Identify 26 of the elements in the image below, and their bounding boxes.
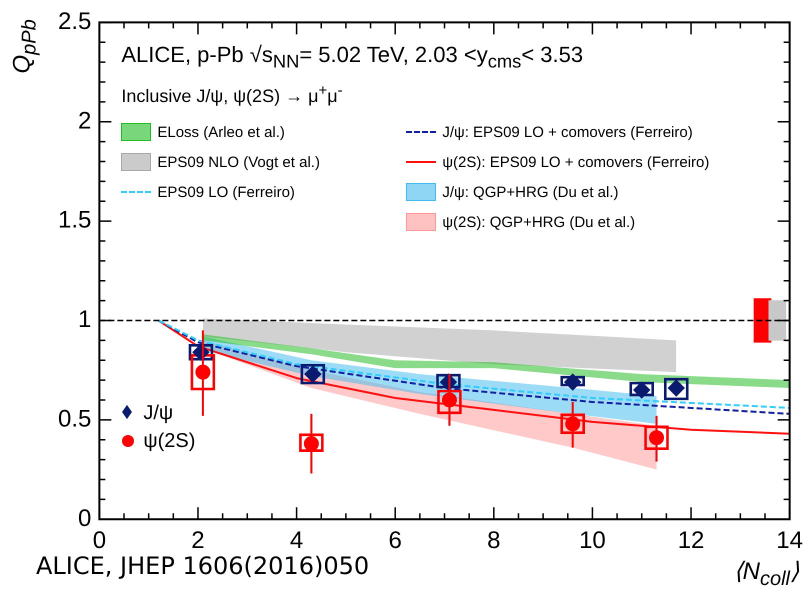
x-tick-label: 14 [776,527,804,554]
x-tick-label: 10 [579,527,606,554]
legend-label: ψ(2S): QGP+HRG (Du et al.) [442,214,636,231]
x-axis-title: ⟨N$_{coll}$⟩ [734,557,799,591]
y-tick-label: 2 [78,107,92,134]
x-tick-label: 12 [678,527,704,554]
y-tick-label: 2.5 [58,8,92,36]
x-tick-label: 8 [487,527,500,554]
legend-label: EPS09 NLO (Vogt et al.) [157,154,320,171]
legend-label: J/ψ [143,402,174,425]
text: ALICE, JHEP 1606(2016)050 [36,552,370,580]
text: Inclusive J/ψ, ψ(2S) → μ$^{+}$μ$^{-}$ [121,82,343,108]
legend-label: ψ(2S) [143,430,196,453]
text: ALICE, p-Pb √s$_{NN}$= 5.02 TeV, 2.03 <y$_{cms}$< 3.53 [121,42,584,73]
legend-label: EPS09 LO (Ferreiro) [157,184,295,201]
y-tick-label: 0.5 [58,405,92,432]
x-tick-label: 4 [290,527,304,554]
y-tick-label: 1.5 [58,206,92,234]
x-tick-label: 6 [388,527,402,554]
y-tick-label: 1 [78,306,92,334]
legend-label: ELoss (Arleo et al.) [157,124,285,141]
legend-label: J/ψ: QGP+HRG (Du et al.) [442,184,619,201]
y-tick-label: 0 [78,504,92,532]
legend-label: ψ(2S): EPS09 LO + comovers (Ferreiro) [442,154,710,171]
x-tick-label: 2 [191,527,205,554]
legend-label: J/ψ: EPS09 LO + comovers (Ferreiro) [442,124,693,141]
